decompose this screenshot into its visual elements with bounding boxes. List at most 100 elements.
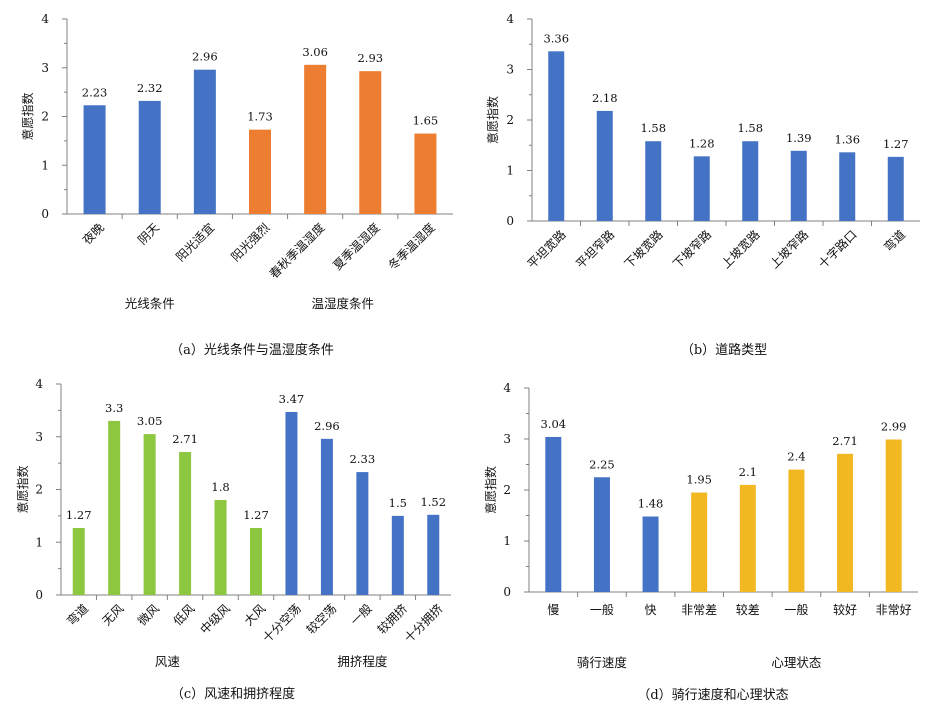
y-tick-label: 3 bbox=[503, 432, 511, 446]
y-tick-label: 2 bbox=[41, 110, 49, 124]
bar-十分拥挤 bbox=[427, 514, 440, 595]
bar-无风 bbox=[108, 420, 121, 595]
bar-低风 bbox=[179, 452, 192, 595]
bar-value-label: 2.4 bbox=[787, 450, 805, 464]
bar-value-label: 1.58 bbox=[737, 121, 763, 135]
x-category-label: 十字路口 bbox=[815, 227, 860, 272]
bar-value-label: 2.23 bbox=[82, 85, 108, 99]
x-category-label: 较差 bbox=[736, 602, 760, 617]
bar-value-label: 2.25 bbox=[589, 457, 615, 471]
x-category-label: 上坡窄路 bbox=[767, 227, 812, 272]
bar-平坦窄路 bbox=[596, 110, 613, 221]
x-category-label: 无风 bbox=[100, 601, 127, 628]
bar-value-label: 1.8 bbox=[211, 480, 229, 494]
y-tick-label: 2 bbox=[506, 113, 514, 127]
x-category-label: 十分拥挤 bbox=[401, 601, 446, 646]
bar-大风 bbox=[250, 528, 262, 595]
panel-caption: （b）道路类型 bbox=[681, 342, 767, 358]
panel-caption: （a）光线条件与温湿度条件 bbox=[170, 342, 334, 358]
chart-panel-d: 0 1 2 3 4 意愿指数 3.04 慢 2.25 一般 1.48 快 1.95 非常差 2.1 较差 2.4… bbox=[483, 381, 918, 703]
x-category-label: 上坡宽路 bbox=[718, 227, 763, 272]
x-category-label: 快 bbox=[645, 603, 657, 617]
bar-冬季温湿度 bbox=[414, 133, 437, 214]
bar-中级风 bbox=[214, 500, 227, 595]
bar-十分空荡 bbox=[285, 411, 298, 595]
x-category-label: 春秋季温湿度 bbox=[266, 220, 328, 282]
y-tick-label: 1 bbox=[35, 535, 43, 549]
bar-阴天 bbox=[138, 100, 161, 214]
y-tick-label: 2 bbox=[503, 483, 511, 497]
x-category-label: 中级风 bbox=[197, 601, 233, 637]
y-axis-label: 意愿指数 bbox=[483, 466, 498, 514]
bar-value-label: 2.32 bbox=[137, 81, 163, 95]
bar-value-label: 1.5 bbox=[389, 496, 407, 510]
y-tick-label: 2 bbox=[35, 483, 43, 497]
bar-弯道 bbox=[887, 156, 904, 221]
bar-上坡宽路 bbox=[742, 141, 759, 221]
y-tick-label: 0 bbox=[506, 214, 514, 228]
bar-平坦宽路 bbox=[548, 51, 565, 221]
bar-一般 bbox=[356, 472, 369, 595]
x-category-label: 低风 bbox=[171, 601, 198, 628]
bar-微风 bbox=[143, 434, 156, 595]
x-category-label: 阴天 bbox=[135, 220, 162, 247]
x-category-label: 弯道 bbox=[63, 601, 91, 629]
bar-value-label: 2.99 bbox=[881, 420, 907, 434]
x-category-label: 较空荡 bbox=[303, 601, 339, 637]
bar-value-label: 1.39 bbox=[786, 131, 812, 145]
y-tick-label: 4 bbox=[503, 381, 511, 395]
y-tick-label: 1 bbox=[41, 158, 49, 172]
x-category-label: 微风 bbox=[135, 601, 162, 628]
bar-value-label: 3.04 bbox=[541, 417, 567, 431]
bar-value-label: 3.3 bbox=[105, 401, 123, 415]
y-axis-label: 意愿指数 bbox=[15, 465, 30, 513]
x-category-label: 夜晚 bbox=[79, 220, 107, 248]
x-category-label: 十分空荡 bbox=[260, 601, 304, 645]
y-tick-label: 4 bbox=[506, 12, 514, 26]
chart-panel-c: 0 1 2 3 4 意愿指数 1.27 弯道 3.3 无风 3.05 微风 2.71 低风 1.8 中级风 1.… bbox=[15, 377, 451, 702]
chart-panel-a: 0 1 2 3 4 意愿指数 2.23 夜晚 2.32 阴天 2.96 阳光适宜 1.73 阳光强烈 3.0… bbox=[20, 12, 453, 358]
bar-非常差 bbox=[691, 492, 708, 592]
bar-下坡宽路 bbox=[645, 141, 662, 221]
bar-一般 bbox=[593, 477, 610, 592]
y-tick-label: 4 bbox=[35, 377, 43, 391]
bar-value-label: 3.06 bbox=[302, 45, 328, 59]
bar-value-label: 2.33 bbox=[350, 452, 376, 466]
bar-value-label: 1.73 bbox=[247, 110, 273, 124]
y-tick-label: 3 bbox=[41, 61, 49, 75]
bar-春秋季温湿度 bbox=[304, 64, 327, 214]
bar-较拥挤 bbox=[391, 515, 404, 595]
group-label: 风速 bbox=[155, 654, 181, 669]
bar-value-label: 1.52 bbox=[420, 495, 446, 509]
x-category-label: 平坦宽路 bbox=[524, 227, 569, 272]
y-tick-label: 0 bbox=[503, 585, 511, 599]
x-category-label: 下坡宽路 bbox=[621, 227, 666, 272]
bar-下坡窄路 bbox=[693, 156, 710, 221]
y-axis-label: 意愿指数 bbox=[20, 92, 35, 140]
bar-较好 bbox=[837, 453, 854, 592]
group-label: 心理状态 bbox=[771, 655, 821, 670]
bar-一般 bbox=[788, 469, 805, 592]
bar-非常好 bbox=[885, 439, 902, 592]
bar-value-label: 3.05 bbox=[137, 414, 163, 428]
bar-十字路口 bbox=[839, 152, 856, 221]
bar-value-label: 1.36 bbox=[834, 132, 860, 146]
bar-夏季温湿度 bbox=[359, 71, 382, 214]
x-category-label: 大风 bbox=[241, 601, 268, 628]
y-tick-label: 1 bbox=[503, 534, 511, 548]
x-category-label: 夏季温湿度 bbox=[330, 220, 383, 273]
x-category-label: 慢 bbox=[547, 603, 559, 617]
bar-慢 bbox=[545, 436, 562, 592]
x-category-label: 一般 bbox=[347, 601, 375, 629]
panel-caption: （d）骑行速度和心理状态 bbox=[637, 687, 788, 703]
chart-panel-b: 0 1 2 3 4 意愿指数 3.36 平坦宽路 2.18 平坦窄路 1.58 下坡宽路 1.28 下坡窄… bbox=[485, 12, 920, 358]
y-tick-label: 3 bbox=[506, 63, 514, 77]
y-tick-label: 1 bbox=[506, 164, 514, 178]
bar-value-label: 1.27 bbox=[66, 508, 92, 522]
panel-caption: （c）风速和拥挤程度 bbox=[171, 686, 295, 702]
x-category-label: 一般 bbox=[784, 602, 808, 617]
x-category-label: 一般 bbox=[590, 602, 614, 617]
x-category-label: 较好 bbox=[833, 602, 857, 617]
bar-value-label: 2.18 bbox=[592, 91, 618, 105]
